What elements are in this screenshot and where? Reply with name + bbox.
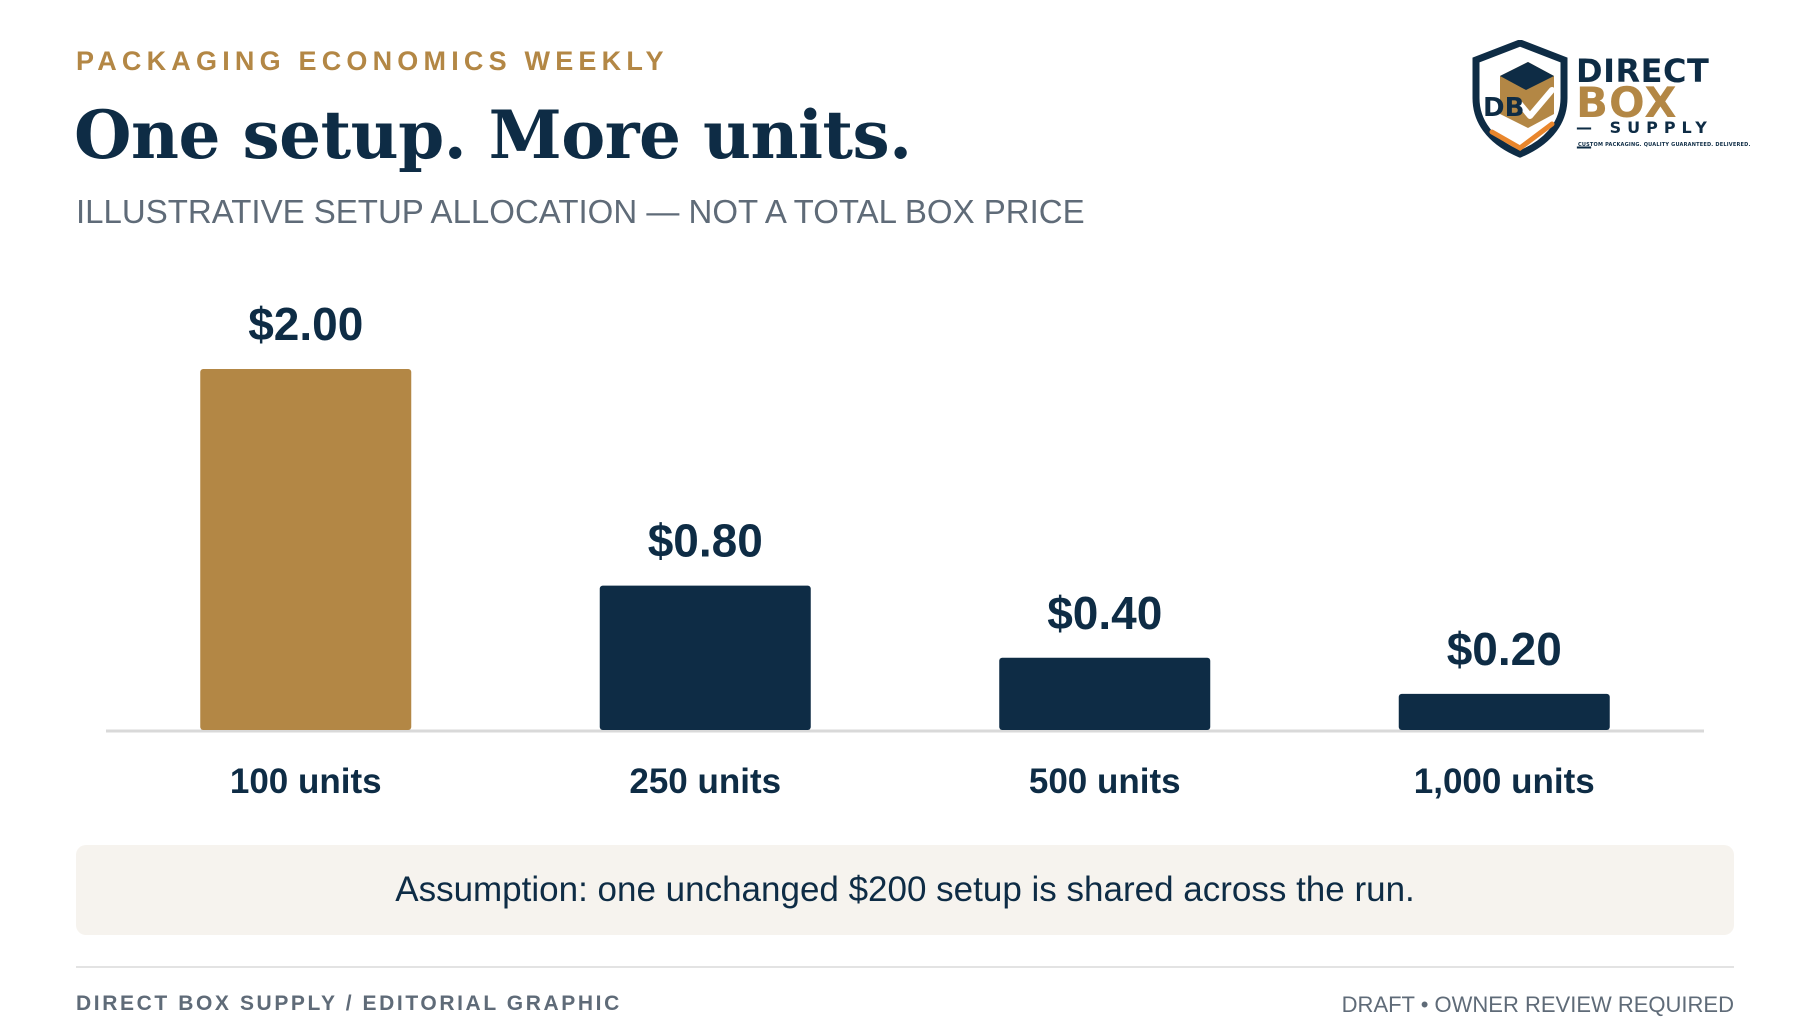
chart-category-label: 250 units: [629, 762, 781, 801]
chart-bar: [200, 369, 412, 730]
logo-tagline: CUSTOM PACKAGING. QUALITY GUARANTEED. DE…: [1578, 142, 1751, 148]
chart-category-label: 100 units: [230, 762, 382, 801]
logo-monogram: DB: [1483, 93, 1524, 123]
chart-value-label: $0.80: [648, 515, 763, 567]
brand-logo: DB DIRECT BOX — SUPPLY — CUSTOM PACKAGIN…: [1470, 38, 1750, 160]
logo-word-box: BOX: [1576, 78, 1678, 127]
kicker: PACKAGING ECONOMICS WEEKLY: [76, 46, 669, 76]
chart-bar: [999, 657, 1211, 730]
chart-value-label: $0.20: [1447, 623, 1562, 675]
chart-bar: [599, 585, 811, 730]
page-subtitle: ILLUSTRATIVE SETUP ALLOCATION — NOT A TO…: [76, 193, 1085, 230]
chart-category-label: 1,000 units: [1414, 762, 1595, 801]
chart-value-label: $2.00: [248, 298, 363, 350]
chart-category-label: 500 units: [1029, 762, 1181, 801]
footer-credit: DIRECT BOX SUPPLY / EDITORIAL GRAPHIC: [76, 992, 622, 1015]
footer-status: DRAFT • OWNER REVIEW REQUIRED: [1341, 992, 1734, 1017]
bar-chart: $2.00 100 units $0.80 250 units $0.40 500 uni…: [106, 298, 1704, 801]
page-title: One setup. More units.: [74, 96, 912, 174]
logo-word-direct: DIRECT: [1576, 52, 1710, 90]
shield-box-check-icon: DB: [1472, 40, 1568, 158]
assumption-note: Assumption: one unchanged $200 setup is …: [76, 845, 1734, 935]
chart-bar: [1398, 693, 1610, 730]
chart-value-label: $0.40: [1047, 587, 1162, 639]
footer-divider: [76, 966, 1734, 968]
logo-word-supply: — SUPPLY —: [1576, 118, 1713, 156]
